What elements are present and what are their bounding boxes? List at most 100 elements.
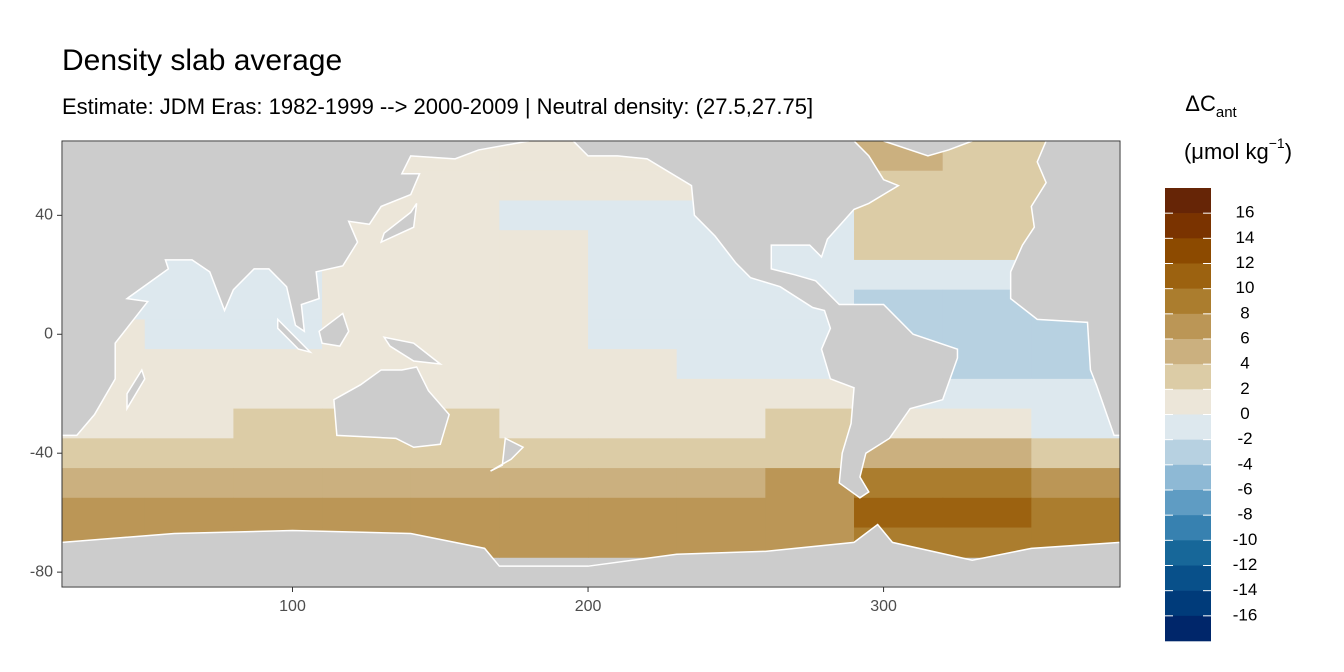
colorbar-bin <box>1165 364 1211 390</box>
cell <box>1031 497 1120 529</box>
cell <box>854 259 944 291</box>
legend-title-sub: ant <box>1216 104 1238 121</box>
land-mass <box>318 312 350 347</box>
cell <box>499 170 589 201</box>
cell <box>62 497 146 529</box>
colorbar-label: 0 <box>1240 404 1249 423</box>
chart-subtitle: Estimate: JDM Eras: 1982-1999 --> 2000-2… <box>62 94 813 119</box>
colorbar-bin <box>1165 439 1211 466</box>
cell <box>942 468 1032 499</box>
colorbar-bin <box>1165 238 1211 264</box>
cell <box>588 230 678 261</box>
colorbar-bin <box>1165 464 1211 491</box>
cell <box>410 319 500 350</box>
colorbar-label: 6 <box>1240 328 1249 347</box>
cell <box>942 200 1032 231</box>
cell <box>588 200 678 231</box>
colorbar-bin <box>1165 615 1211 642</box>
cell <box>588 378 678 410</box>
cell <box>676 319 766 350</box>
legend-unit: (μmol kg−1) <box>1184 135 1292 164</box>
cell <box>676 438 766 469</box>
colorbar-bin <box>1165 540 1211 566</box>
cell <box>942 230 1032 261</box>
cell <box>410 468 500 499</box>
cell <box>322 468 412 499</box>
cell <box>499 378 589 410</box>
cell <box>62 438 146 469</box>
cell <box>676 378 766 410</box>
land-mass <box>490 437 525 472</box>
colorbar-label: 14 <box>1236 228 1255 247</box>
colorbar-label: -8 <box>1237 505 1252 524</box>
colorbar-bin <box>1165 490 1211 516</box>
colorbar-bin <box>1165 313 1211 340</box>
cell <box>499 259 589 291</box>
land-mass <box>276 317 313 354</box>
colorbar-label: -6 <box>1237 479 1252 498</box>
colorbar-label: 16 <box>1236 203 1255 222</box>
colorbar-label: 8 <box>1240 303 1249 322</box>
cell <box>144 378 234 410</box>
cell <box>410 200 500 231</box>
land-mass <box>1009 141 1120 437</box>
cell <box>854 200 944 231</box>
cell <box>1031 408 1120 439</box>
cell <box>588 408 678 439</box>
cell <box>588 170 678 201</box>
cell <box>676 289 766 320</box>
colorbar-label: 10 <box>1236 278 1255 297</box>
cell <box>588 527 678 558</box>
colorbar-label: -12 <box>1233 555 1258 574</box>
land-mass <box>126 368 146 412</box>
colorbar-label: -2 <box>1237 429 1252 448</box>
x-tick-label: 200 <box>575 598 602 615</box>
legend-unit-end: ) <box>1285 139 1292 164</box>
cell <box>588 289 678 320</box>
colorbar-bin <box>1165 565 1211 591</box>
cell <box>588 259 678 291</box>
land-mass <box>382 336 443 366</box>
cell <box>499 408 589 439</box>
cell <box>854 230 944 261</box>
colorbar-label: 2 <box>1240 379 1249 398</box>
land-mass <box>572 141 959 499</box>
legend-title-main: ΔC <box>1185 91 1216 116</box>
cell <box>588 438 678 469</box>
cell <box>144 349 234 380</box>
cell <box>410 259 500 291</box>
cell <box>499 200 589 231</box>
cell <box>942 170 1032 201</box>
cell <box>588 497 678 529</box>
cell <box>410 289 500 320</box>
cell <box>942 438 1032 469</box>
cell <box>765 438 855 469</box>
land-mass <box>333 366 450 449</box>
cell <box>676 408 766 439</box>
cell <box>499 230 589 261</box>
y-tick-label: -80 <box>30 563 53 580</box>
colorbar-bin <box>1165 590 1211 617</box>
land-mass <box>883 141 973 157</box>
land-mass <box>62 523 1120 587</box>
cell <box>233 468 323 499</box>
colorbar-label: -10 <box>1233 530 1258 549</box>
cell <box>676 349 766 380</box>
cell <box>322 497 412 529</box>
cell <box>765 378 855 410</box>
colorbar-bin <box>1165 213 1211 239</box>
colorbar-bin <box>1165 389 1211 415</box>
colorbar-label: 4 <box>1240 354 1249 373</box>
colorbar-label: -14 <box>1233 580 1258 599</box>
cell <box>322 289 412 320</box>
chart-title: Density slab average <box>62 44 342 77</box>
cell <box>676 468 766 499</box>
plot-border <box>61 140 1121 588</box>
legend-unit-sup: −1 <box>1269 135 1285 151</box>
cell <box>233 378 323 410</box>
legend-unit-main: (μmol kg <box>1184 139 1269 164</box>
colorbar-bin <box>1165 188 1211 214</box>
colorbar-bin <box>1165 414 1211 440</box>
y-tick-label: 0 <box>44 325 53 342</box>
